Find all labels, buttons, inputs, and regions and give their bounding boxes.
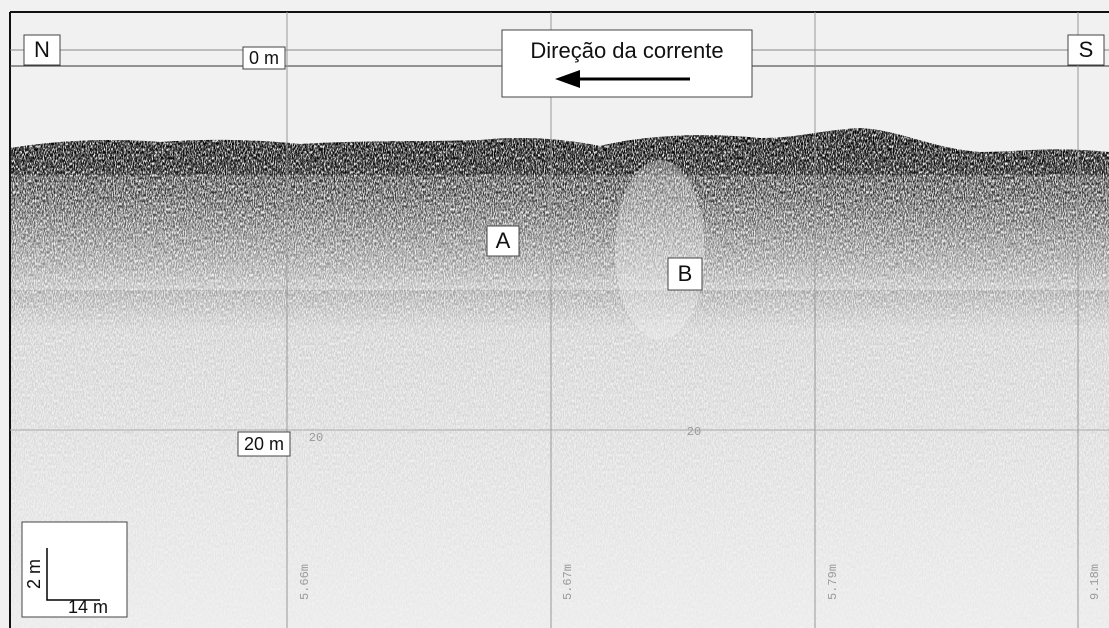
fix-mark: 5.67m xyxy=(561,564,575,600)
south-label: S xyxy=(1079,37,1094,62)
unit-label: B xyxy=(678,261,693,286)
seismic-profile: 5.66m 5.67m 5.79m 9.18m 20 20 N S 0 m 20… xyxy=(0,0,1109,628)
depth-mark: 20 xyxy=(309,431,323,445)
acoustic-blanking xyxy=(615,160,705,340)
depth-mark: 20 xyxy=(687,425,701,439)
unit-label: A xyxy=(496,228,511,253)
scale-label: 14 m xyxy=(68,597,108,617)
lower-echo xyxy=(10,290,1109,628)
scale-label: 2 m xyxy=(24,559,44,589)
depth-label: 0 m xyxy=(249,48,279,68)
depth-label: 20 m xyxy=(244,434,284,454)
fix-mark: 5.66m xyxy=(298,564,312,600)
north-label: N xyxy=(34,37,50,62)
fix-mark: 5.79m xyxy=(826,564,840,600)
fix-mark: 9.18m xyxy=(1088,564,1102,600)
current-label: Direção da corrente xyxy=(530,38,723,63)
